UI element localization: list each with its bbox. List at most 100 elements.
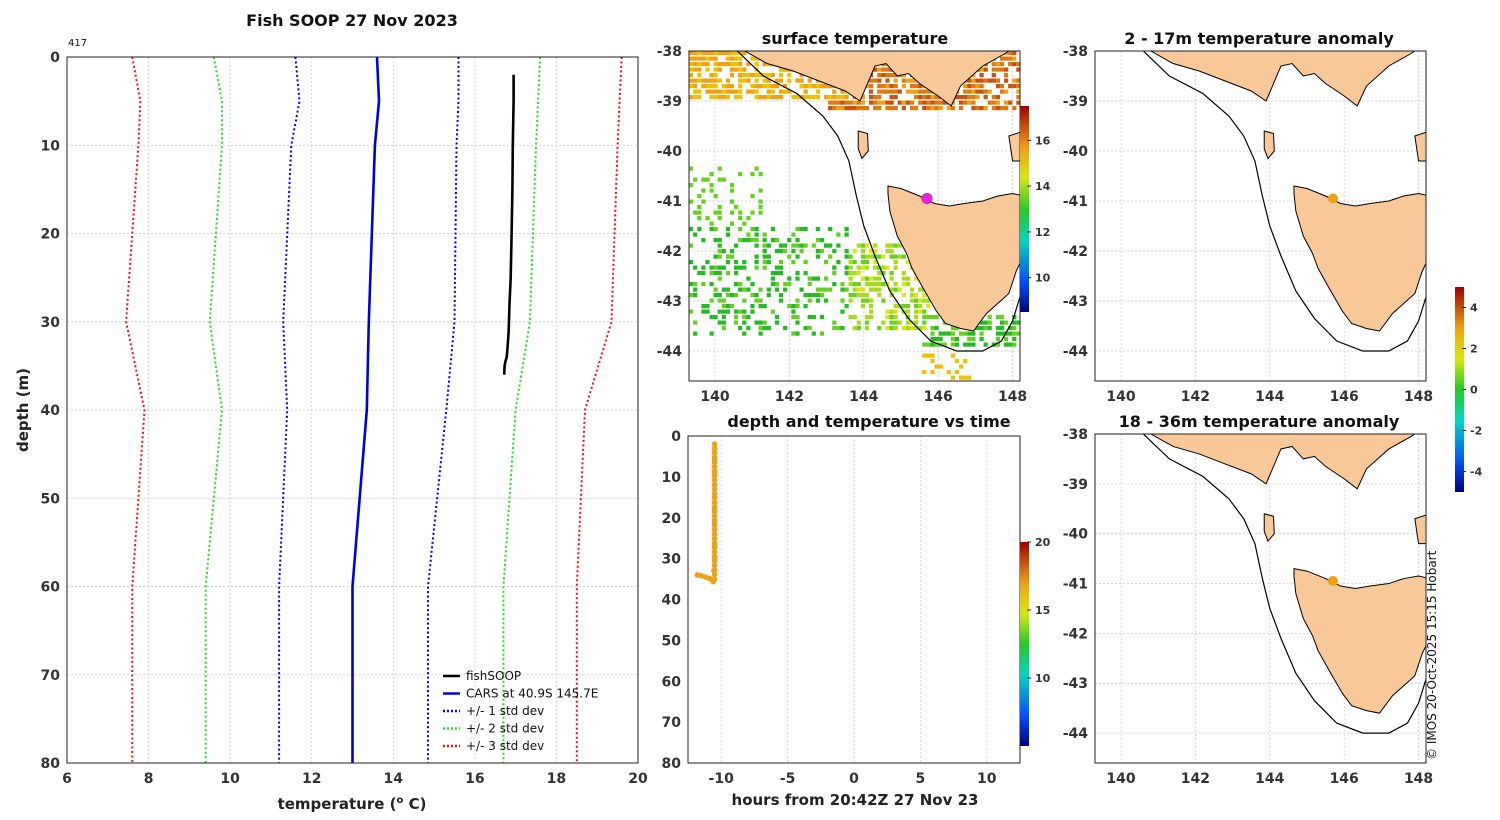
sst-pixel	[828, 106, 833, 111]
sst-pixel	[971, 331, 976, 336]
sst-pixel	[779, 249, 784, 254]
sst-pixel	[926, 315, 931, 320]
sst-pixel	[717, 62, 722, 67]
sst-pixel	[742, 73, 747, 78]
sst-pixel	[1004, 106, 1009, 111]
sst-pixel	[860, 298, 865, 303]
sst-pixel	[783, 243, 788, 248]
sst-pixel	[709, 221, 714, 226]
sst-pixel	[922, 298, 927, 303]
sst-pixel	[762, 232, 767, 237]
sst-pixel	[713, 67, 718, 72]
sst-pixel	[770, 95, 775, 100]
sst-pixel	[869, 254, 874, 259]
sst-pixel	[709, 172, 714, 177]
sst-pixel	[754, 320, 759, 325]
sst-pixel	[701, 265, 706, 270]
sst-pixel	[979, 331, 984, 336]
sst-pixel	[869, 287, 874, 292]
sst-pixel	[774, 238, 780, 243]
sst-pixel	[893, 243, 898, 248]
sst-pixel	[991, 62, 996, 67]
sst-pixel	[819, 238, 825, 243]
sst-pixel	[791, 232, 796, 237]
sst-pixel	[766, 243, 771, 248]
sst-pixel	[885, 84, 890, 89]
sst-pixel	[905, 100, 910, 105]
sst-pixel	[967, 337, 972, 342]
sst-pixel	[705, 56, 710, 61]
x-tick-label: 140	[1106, 771, 1135, 787]
sst-pixel	[693, 282, 698, 287]
sst-pixel	[799, 249, 804, 254]
sst-pixel	[889, 106, 894, 111]
sst-pixel	[987, 320, 992, 325]
sst-map: 140 142 144 146 148 -38 -39 -40 -41 -42 -43 -44	[657, 44, 1027, 405]
sst-pixel	[750, 304, 755, 309]
data-point	[711, 486, 718, 492]
sst-pixel	[766, 73, 771, 78]
sst-pixel	[889, 100, 894, 105]
sst-pixel	[697, 89, 702, 94]
sst-pixel	[787, 73, 792, 78]
sst-pixel	[971, 89, 976, 94]
x-tick-label: 148	[998, 389, 1027, 405]
x-tick-label: 12	[302, 771, 321, 787]
sst-pixel	[983, 95, 988, 100]
sst-pixel	[926, 89, 931, 94]
sst-pixel	[999, 67, 1005, 72]
sst-pixel	[693, 95, 698, 100]
sst-pixel	[791, 243, 796, 248]
sst-pixel	[885, 73, 890, 78]
y-tick-label: -40	[1063, 144, 1089, 160]
sst-pixel	[844, 227, 849, 232]
sst-pixel	[758, 298, 763, 303]
time-xlabel: hours from 20:42Z 27 Nov 23	[732, 791, 979, 809]
sst-pixel	[856, 100, 861, 105]
sst-pixel	[770, 89, 775, 94]
sst-pixel	[840, 287, 845, 292]
sst-pixel	[734, 62, 739, 67]
sst-pixel	[815, 95, 820, 100]
sst-pixel	[963, 331, 968, 336]
x-tick-label: 148	[1404, 771, 1433, 787]
sst-pixel	[807, 84, 812, 89]
sst-pixel	[889, 249, 894, 254]
sst-pixel	[893, 315, 898, 320]
sst-pixel	[701, 177, 706, 182]
sst-pixel	[819, 249, 825, 254]
sst-pixel	[848, 293, 853, 298]
sst-pixel	[946, 106, 951, 111]
sst-pixel	[738, 67, 743, 72]
sst-pixel	[750, 73, 755, 78]
sst-pixel	[905, 260, 910, 265]
data-point	[711, 526, 718, 533]
sst-pixel	[774, 265, 780, 270]
sst-pixel	[709, 89, 714, 94]
sst-pixel	[934, 364, 939, 369]
sst-pixel	[713, 51, 718, 56]
sst-title: surface temperature	[762, 29, 949, 48]
colorbar-tick-label: 10	[1035, 272, 1051, 285]
sst-pixel	[705, 216, 710, 221]
sst-pixel	[738, 78, 743, 83]
sst-pixel	[1008, 326, 1013, 331]
sst-pixel	[779, 95, 784, 100]
sst-pixel	[811, 276, 816, 281]
sst-pixel	[848, 254, 853, 259]
sst-pixel	[901, 282, 906, 287]
sst-pixel	[689, 166, 694, 171]
sst-pixel	[762, 260, 767, 265]
sst-pixel	[918, 309, 923, 314]
sst-pixel	[791, 331, 796, 336]
sst-pixel	[709, 331, 714, 336]
sst-pixel	[770, 271, 775, 276]
y-tick-label: 50	[41, 491, 61, 507]
sst-pixel	[869, 282, 874, 287]
sst-pixel	[1004, 320, 1009, 325]
sst-pixel	[901, 78, 906, 83]
sst-pixel	[873, 260, 878, 265]
sst-pixel	[864, 293, 870, 298]
sst-pixel	[725, 95, 730, 100]
y-tick-label: -44	[1063, 726, 1089, 742]
